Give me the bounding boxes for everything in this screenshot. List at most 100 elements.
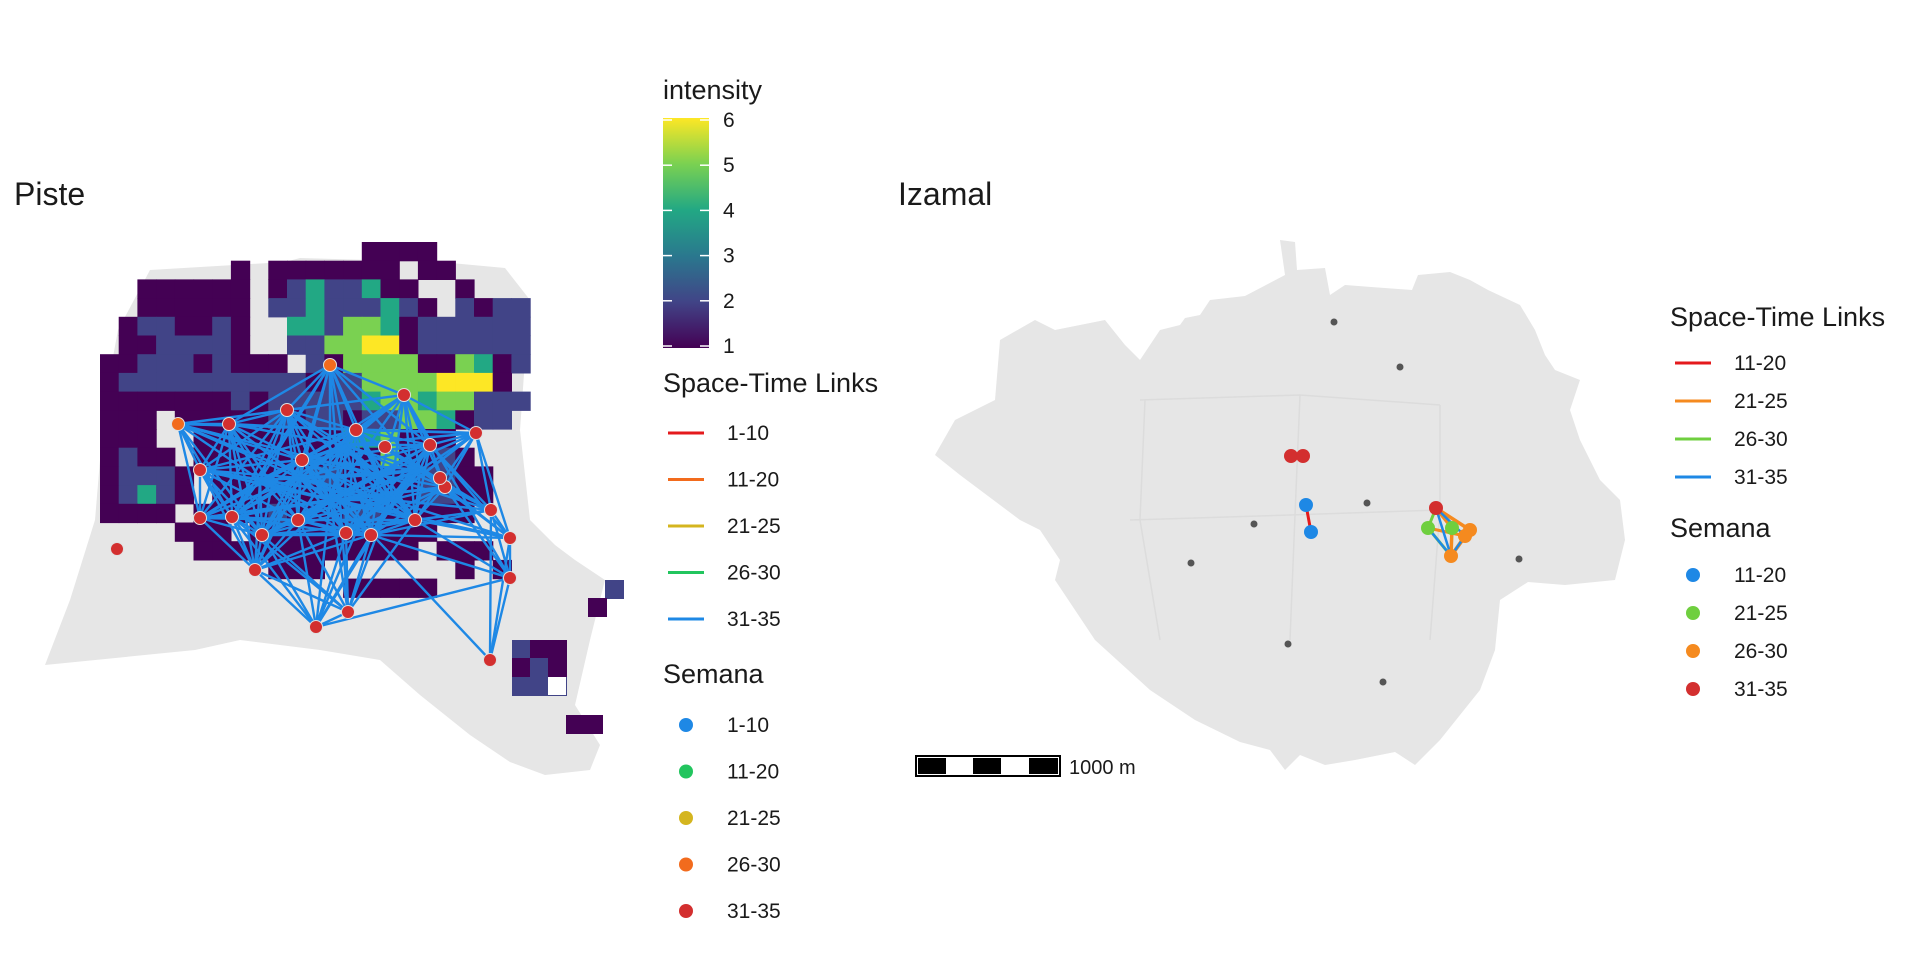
grid-cell [361,260,382,280]
space-time-link [253,498,332,572]
piste-link-legend-item: 1-10 [668,422,769,445]
intensity-tick-label: 6 [723,109,735,132]
grid-cell [455,391,475,411]
space-time-link [314,498,332,629]
grid-cell [156,335,176,355]
piste-week-legend-label: 21-25 [727,807,781,830]
grid-cell [118,485,138,505]
space-time-link [258,473,382,482]
grid-cell [268,260,288,280]
grid-cell [361,578,382,598]
grid-cell [137,429,157,449]
grid-cell [474,298,494,318]
space-time-link [402,393,478,435]
space-time-link [346,498,392,614]
grid-cell [511,335,531,355]
space-time-link [230,515,257,572]
intensity-tick-label: 4 [723,199,735,222]
space-time-link [258,478,392,502]
piste-week-legend-label: 31-35 [727,900,781,923]
grid-cell [436,260,456,280]
grid-cell [305,354,325,374]
grid-cell [530,677,549,696]
grid-cell [212,354,232,374]
grid-cell [417,410,438,430]
space-time-link [176,408,289,426]
grid-cell [399,578,419,598]
grid-cell [137,372,157,393]
grid-cell [268,372,288,393]
piste-links-legend-title: Space-Time Links [663,368,878,398]
space-time-link [230,515,318,629]
grid-cell [118,391,138,411]
grid-cell [399,335,419,355]
izamal-week-legend-label: 21-25 [1734,602,1788,625]
grid-cell [511,391,531,411]
grid-cell [118,503,138,524]
grid-cell [174,522,195,542]
space-time-link [402,393,512,580]
space-time-link [488,576,512,662]
grid-cell [436,316,456,337]
grid-cell [212,522,232,542]
grid-cell [324,260,344,280]
grid-cell [118,335,138,355]
space-time-link [328,473,382,502]
grid-cell [455,372,475,393]
event-point [248,563,262,577]
grid-cell [343,260,363,280]
grid-cell [566,715,585,734]
intensity-legend-title: intensity [663,75,763,105]
intensity-tick-label: 5 [723,154,735,177]
event-point [341,605,355,619]
space-time-link [176,422,202,520]
space-time-link [328,363,406,397]
space-time-link [227,408,289,426]
piste-event-points [110,358,517,667]
grid-cell [174,391,195,411]
event-point [408,513,422,527]
grid-cell [268,354,288,374]
grid-cell [474,316,494,337]
grid-cell [118,316,138,337]
intensity-tick-label: 3 [723,245,735,268]
space-time-link [1434,506,1453,558]
grid-cell [380,242,400,262]
piste-week-legend-label: 26-30 [727,854,781,877]
grid-cell [361,242,382,262]
grid-cell [455,279,475,299]
grid-cell [118,410,138,430]
grid-cell [305,316,325,337]
centroid-point [1250,520,1258,528]
space-time-link [198,458,304,472]
piste-title: Piste [14,176,85,212]
space-time-link [378,473,392,502]
space-time-link [489,508,512,580]
event-point [397,388,411,402]
izamal-week-legend-key [1686,606,1700,620]
grid-cell [156,447,176,467]
grid-cell [230,298,251,318]
grid-cell [588,598,607,617]
centroid-point [1396,363,1404,371]
grid-cell [492,335,512,355]
grid-cell [530,658,549,677]
grid-cell [174,335,195,355]
space-time-link [227,422,347,447]
space-time-link [300,458,332,502]
grid-cell [492,354,512,374]
grid-cell [287,298,307,318]
izamal-event-points [1284,449,1477,563]
space-time-link [343,443,422,472]
space-time-link [328,498,350,614]
izamal-week-legend-label: 26-30 [1734,640,1788,663]
grid-cell [156,354,176,374]
grid-cell [455,316,475,337]
space-time-link [258,478,373,537]
event-point [193,511,207,525]
grid-cell [137,503,157,524]
grid-gap [548,677,566,695]
space-time-link [253,518,300,572]
centroid-point [1330,318,1338,326]
grid-cell [118,447,138,467]
